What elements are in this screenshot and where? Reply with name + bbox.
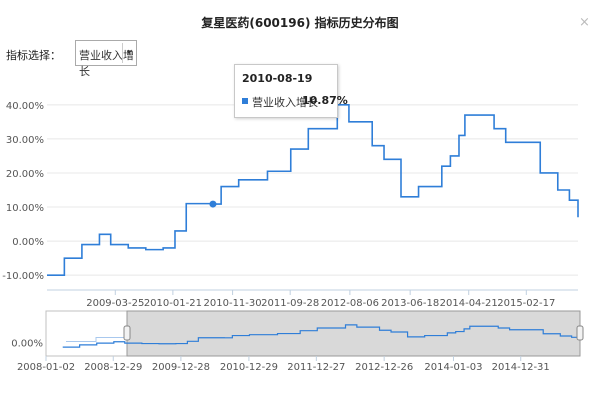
tooltip-series-name: 营业收入增长 [252,96,318,109]
navigator-selected-range[interactable] [126,310,581,357]
series-swatch [242,98,248,104]
chevron-down-icon[interactable]: ▾ [122,43,135,63]
indicator-select-value: 营业收入增长 [79,49,134,78]
y-tick-label: 30.00% [6,135,44,146]
close-icon[interactable]: × [579,15,590,30]
navigator-series-line [62,324,581,348]
navigator-handle[interactable] [576,325,584,341]
tooltip: 2010-08-19 营业收入增长 10.87% [234,64,348,118]
navigator-x-tick-label: 2009-12-28 [152,362,210,373]
navigator-x-tick-label: 2014-01-03 [424,362,482,373]
indicator-select[interactable]: 营业收入增长 ▾ [75,40,137,78]
navigator-series-line-unselected [66,337,126,343]
navigator-x-tick-label: 2008-01-02 [17,362,75,373]
main-x-axis: 2009-03-25 2010-01-21 2010-11-30 2011-09-28… [86,290,555,309]
x-tick-label: 2010-01-21 [144,298,202,309]
x-tick-label: 2014-04-21 [440,298,498,309]
main-grid [47,104,578,291]
navigator-y-tick-label: 0.00% [11,339,43,350]
x-tick-label: 2015-02-17 [497,298,555,309]
indicator-select-label: 指标选择： [6,49,61,62]
window-title: 复星医药(600196) 指标历史分布图 [201,16,399,30]
x-tick-label: 2010-11-30 [204,298,262,309]
y-tick-label: 40.00% [6,101,44,112]
y-tick-label: -10.00% [2,271,44,282]
navigator-y-axis: 0.00% [11,339,43,350]
x-tick-label: 2012-08-06 [321,298,379,309]
navigator-x-tick-label: 2014-12-31 [492,362,550,373]
navigator-x-tick-label: 2012-12-26 [355,362,413,373]
navigator: 0.00% 2008-01-02 2008-12-29 2009-12-28 2010… [11,310,584,373]
x-tick-label: 2013-06-18 [381,298,439,309]
navigator-x-tick-label: 2008-12-29 [84,362,142,373]
navigator-x-axis: 2008-01-02 2008-12-29 2009-12-28 2010-12-29… [17,356,550,373]
y-tick-label: 0.00% [12,237,44,248]
highlight-point[interactable] [209,200,217,208]
x-tick-label: 2011-09-28 [261,298,319,309]
tooltip-value: 10.87% [302,94,348,107]
y-tick-label: 20.00% [6,169,44,180]
main-y-axis: -10.00% 0.00% 10.00% 20.00% 30.00% 40.00% [2,101,44,282]
tooltip-date: 2010-08-19 [242,72,313,85]
navigator-x-tick-label: 2011-12-27 [287,362,345,373]
navigator-handle[interactable] [123,325,131,341]
y-tick-label: 10.00% [6,203,44,214]
x-tick-label: 2009-03-25 [86,298,144,309]
series-line [47,104,579,276]
navigator-handles [123,325,584,341]
navigator-x-tick-label: 2010-12-29 [220,362,278,373]
